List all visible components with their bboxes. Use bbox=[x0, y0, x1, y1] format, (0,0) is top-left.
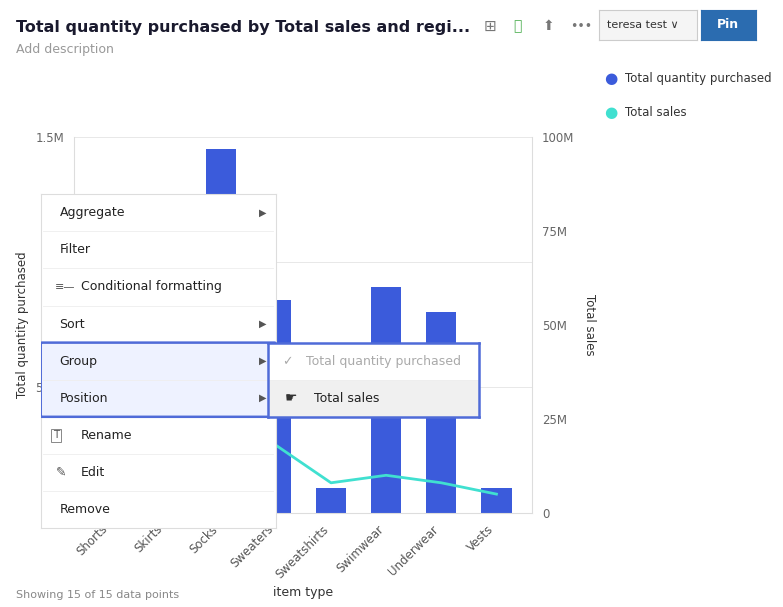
Text: •••: ••• bbox=[570, 19, 592, 33]
Text: Pin: Pin bbox=[717, 18, 739, 32]
Text: Sort: Sort bbox=[60, 317, 85, 331]
Text: Rename: Rename bbox=[81, 429, 132, 442]
Text: teresa test ∨: teresa test ∨ bbox=[608, 20, 679, 30]
X-axis label: item type: item type bbox=[273, 586, 334, 599]
Text: ✎: ✎ bbox=[56, 466, 67, 479]
Text: ☛: ☛ bbox=[285, 392, 298, 405]
Bar bbox=[261, 300, 291, 513]
Text: ▶: ▶ bbox=[258, 356, 266, 366]
Bar bbox=[426, 312, 456, 513]
Bar bbox=[268, 380, 479, 417]
Y-axis label: Total quantity purchased: Total quantity purchased bbox=[16, 251, 29, 398]
Text: ⊞: ⊞ bbox=[483, 19, 496, 33]
Text: ▶: ▶ bbox=[258, 393, 266, 403]
Text: Total quantity purchased by Total sales and regi...: Total quantity purchased by Total sales … bbox=[16, 20, 470, 35]
Bar bbox=[482, 488, 511, 513]
Text: ●: ● bbox=[604, 105, 618, 120]
Text: Position: Position bbox=[60, 392, 108, 405]
Text: Filter: Filter bbox=[60, 243, 91, 256]
Text: Group: Group bbox=[60, 354, 98, 368]
Text: Aggregate: Aggregate bbox=[60, 206, 125, 219]
Bar bbox=[41, 342, 276, 380]
Bar bbox=[316, 488, 346, 513]
Text: ●: ● bbox=[604, 72, 618, 86]
Text: Total quantity purchased: Total quantity purchased bbox=[625, 72, 771, 86]
Bar bbox=[96, 463, 125, 513]
Text: Showing 15 of 15 data points: Showing 15 of 15 data points bbox=[16, 590, 179, 600]
Text: 📶: 📶 bbox=[514, 19, 522, 33]
Text: Edit: Edit bbox=[81, 466, 105, 479]
Text: Total quantity purchased: Total quantity purchased bbox=[306, 354, 461, 368]
Text: ▶: ▶ bbox=[258, 319, 266, 329]
Text: Conditional formatting: Conditional formatting bbox=[81, 280, 222, 293]
Y-axis label: Total sales: Total sales bbox=[583, 294, 596, 356]
Text: ≡—: ≡— bbox=[55, 282, 75, 292]
Text: ▶: ▶ bbox=[258, 208, 266, 218]
Text: ⬆: ⬆ bbox=[543, 19, 554, 33]
Text: T: T bbox=[53, 430, 59, 440]
Text: Total sales: Total sales bbox=[625, 106, 687, 119]
Text: Remove: Remove bbox=[60, 503, 110, 516]
Text: Total sales: Total sales bbox=[314, 392, 380, 405]
Bar bbox=[150, 475, 181, 513]
Bar bbox=[205, 149, 236, 513]
Text: Add description: Add description bbox=[16, 43, 114, 56]
Text: ✓: ✓ bbox=[283, 354, 293, 368]
Bar bbox=[371, 287, 402, 513]
Bar bbox=[41, 380, 276, 417]
